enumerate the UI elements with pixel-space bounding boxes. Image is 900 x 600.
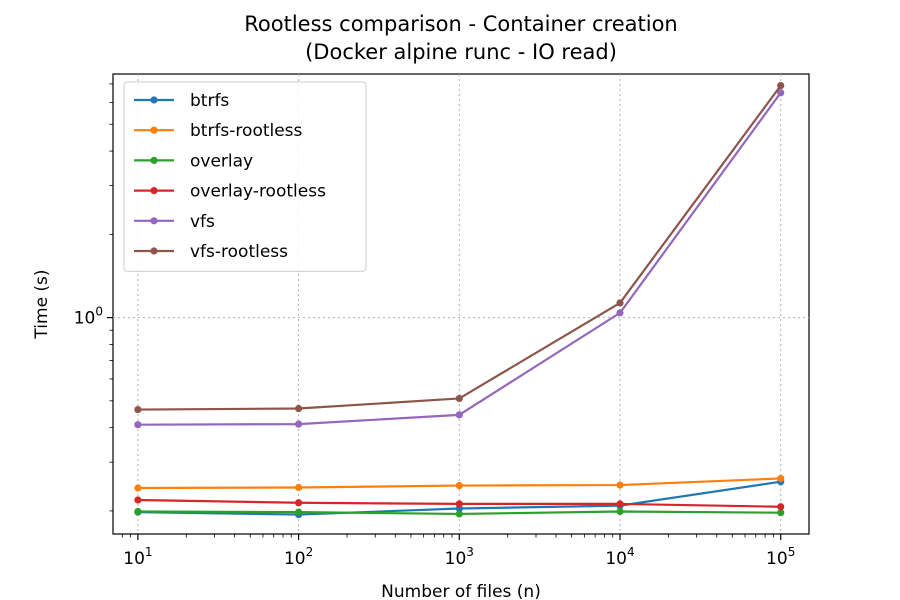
data-point-vfs [777, 89, 785, 97]
legend-label: vfs-rootless [190, 242, 288, 262]
legend-item-overlay: overlay [134, 151, 253, 171]
legend-label: overlay-rootless [190, 182, 326, 202]
legend-swatch-marker [150, 187, 158, 195]
data-point-vfs-rootless [294, 404, 303, 413]
data-point-overlay [455, 510, 463, 518]
data-point-overlay-rootless [134, 496, 142, 504]
y-axis-label: Time (s) [32, 269, 52, 339]
x-tick-base: 10 [123, 549, 145, 569]
x-tick-label: 102 [284, 545, 313, 569]
chart-subtitle: (Docker alpine runc - IO read) [305, 40, 617, 64]
series-overlay [134, 507, 785, 518]
legend-label: btrfs-rootless [190, 121, 303, 141]
x-tick-label: 105 [766, 545, 795, 569]
data-point-vfs [134, 421, 142, 429]
data-point-overlay-rootless [777, 503, 785, 511]
data-point-overlay-rootless [455, 500, 463, 508]
data-point-btrfs-rootless [455, 481, 463, 490]
data-point-overlay-rootless [294, 499, 303, 507]
legend: btrfs btrfs-rootless overlay overlay-rootle… [123, 81, 367, 272]
series-btrfs-rootless [134, 474, 785, 492]
x-tick-exponent: 1 [145, 545, 153, 559]
legend-swatch-marker [150, 126, 158, 134]
legend-label: overlay [190, 151, 253, 171]
data-point-vfs [294, 420, 303, 428]
y-tick-base: 10 [74, 309, 96, 329]
series-lines [134, 82, 785, 519]
x-tick-base: 10 [284, 549, 306, 569]
series-overlay-rootless [134, 496, 785, 511]
x-tick-exponent: 5 [788, 545, 796, 559]
legend-item-vfs-rootless: vfs-rootless [134, 242, 288, 262]
data-point-vfs-rootless [134, 405, 142, 414]
legend-item-btrfs: btrfs [134, 91, 229, 111]
legend-swatch-marker [150, 217, 158, 225]
data-point-btrfs-rootless [777, 474, 785, 483]
legend-item-overlay-rootless: overlay-rootless [134, 182, 326, 202]
data-point-overlay-rootless [616, 500, 624, 508]
data-point-vfs [455, 411, 463, 419]
legend-swatch-marker [150, 247, 158, 255]
x-tick-label: 101 [123, 545, 152, 569]
data-point-vfs-rootless [616, 299, 624, 307]
series-vfs-rootless [134, 82, 785, 414]
x-axis-label: Number of files (n) [381, 582, 541, 600]
x-tick-label: 103 [445, 545, 474, 569]
x-tick-label: 104 [605, 545, 634, 569]
y-tick-label: 100 [74, 305, 103, 329]
chart-title: Rootless comparison - Container creation [244, 12, 677, 36]
legend-item-vfs: vfs [134, 212, 215, 232]
data-point-btrfs-rootless [294, 483, 303, 492]
data-point-vfs [616, 309, 624, 317]
x-tick-base: 10 [766, 549, 788, 569]
y-tick-exponent: 0 [95, 305, 103, 319]
legend-swatch-marker [150, 156, 158, 164]
plot-frame [112, 73, 810, 535]
data-point-btrfs-rootless [616, 481, 624, 489]
x-tick-exponent: 3 [466, 545, 474, 559]
data-point-vfs-rootless [777, 82, 785, 90]
series-vfs [134, 89, 785, 429]
legend-box [123, 81, 367, 272]
legend-swatch-marker [150, 96, 158, 104]
x-tick-exponent: 2 [306, 545, 314, 559]
data-point-overlay [134, 507, 142, 516]
legend-item-btrfs-rootless: btrfs-rootless [134, 121, 303, 141]
data-point-overlay [294, 508, 303, 516]
legend-label: vfs [190, 212, 215, 232]
data-point-overlay [777, 509, 785, 517]
x-tick-base: 10 [445, 549, 467, 569]
x-tick-exponent: 4 [627, 545, 635, 559]
data-point-vfs-rootless [455, 394, 463, 403]
data-point-overlay [616, 507, 624, 516]
x-tick-base: 10 [605, 549, 627, 569]
legend-label: btrfs [190, 91, 229, 111]
data-point-btrfs-rootless [134, 484, 142, 492]
